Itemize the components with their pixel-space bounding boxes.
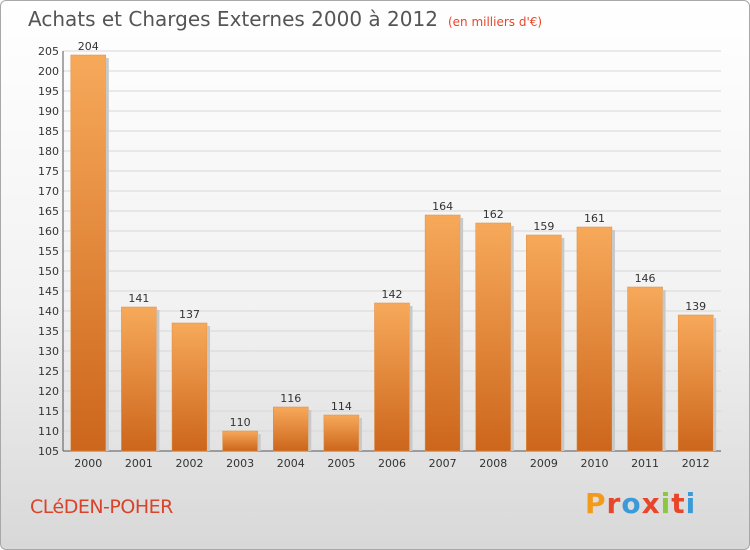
x-tick-label: 2010 [580,457,608,470]
y-tick-label: 150 [38,265,59,278]
data-label: 161 [584,212,605,225]
data-labels: 204 141 137 110 116 114 142 164 162 159 161 146 139 [78,40,706,429]
x-tick-label: 2008 [479,457,507,470]
logo-letter: o [621,487,642,520]
bar [171,322,208,452]
y-tick-label: 125 [38,365,59,378]
proxiti-logo: Proxiti [585,487,696,520]
bar-shadow [409,306,413,451]
bar [475,222,511,452]
y-tick-label: 110 [38,425,59,438]
bar [222,430,258,452]
logo-letter: i [660,487,672,520]
y-tick-label: 175 [38,165,59,178]
logo-letter: t [671,487,686,520]
data-label: 116 [280,392,301,405]
data-label: 137 [179,308,200,321]
y-tick-label: 130 [38,345,59,358]
chart-title: Achats et Charges Externes 2000 à 2012 (e… [28,7,542,31]
y-tick-label: 170 [38,185,59,198]
y-tick-label: 120 [38,385,59,398]
bar-shadow [207,326,211,451]
bar [121,306,157,452]
data-label: 141 [128,292,149,305]
y-tick-label: 195 [38,85,59,98]
y-tick-label: 145 [38,285,59,298]
logo-letter: P [585,487,607,520]
bar-shadow [561,238,565,451]
y-tick-label: 200 [38,65,59,78]
data-label: 139 [685,300,706,313]
bar [576,226,613,452]
y-tick-label: 155 [38,245,59,258]
data-label: 162 [483,208,504,221]
y-tick-label: 140 [38,305,59,318]
y-tick-label: 205 [38,45,59,58]
bar [424,214,461,452]
x-tick-label: 2006 [378,457,406,470]
title-text: Achats et Charges Externes 2000 à 2012 [28,7,438,31]
data-label: 164 [432,200,453,213]
bar-shadow [358,418,362,451]
data-label: 159 [533,220,554,233]
data-label: 204 [78,40,99,53]
data-label: 146 [635,272,656,285]
logo-letter: i [685,487,697,520]
y-tick-label: 165 [38,205,59,218]
y-tick-label: 180 [38,145,59,158]
y-tick-label: 190 [38,105,59,118]
bar-shadow [611,230,615,451]
logo-letter: r [606,487,622,520]
title-unit: (en milliers d'€) [447,15,543,29]
x-tick-label: 2012 [682,457,710,470]
data-label: 142 [382,288,403,301]
bar-shadow [662,290,666,451]
bar-shadow [156,310,160,451]
x-tick-label: 2007 [429,457,457,470]
x-tick-label: 2011 [631,457,659,470]
bar [526,234,562,452]
x-tick-label: 2004 [277,457,305,470]
x-tick-label: 2009 [530,457,558,470]
bar-shadow [308,410,312,451]
y-tick-label: 160 [38,225,59,238]
bar [273,406,309,452]
bar-shadow [510,226,514,451]
bar-shadow [257,434,261,451]
bar [70,54,107,452]
bars [70,54,717,452]
commune-name: CLéDEN-POHER [30,496,173,518]
data-label: 114 [331,400,352,413]
x-tick-label: 2003 [226,457,254,470]
bar [323,414,360,452]
y-tick-label: 185 [38,125,59,138]
bar [627,286,663,452]
bar-shadow [460,218,464,451]
y-tick-label: 115 [38,405,59,418]
logo-letter: x [641,487,661,520]
x-tick-label: 2005 [327,457,355,470]
bar-shadow [713,318,717,451]
y-tick-label: 105 [38,445,59,458]
x-tick-label: 2000 [74,457,102,470]
data-label: 110 [230,416,251,429]
y-tick-label: 135 [38,325,59,338]
bar [374,302,410,452]
bar [677,314,714,452]
bar-shadow [105,58,109,451]
x-tick-label: 2002 [176,457,204,470]
x-tick-label: 2001 [125,457,153,470]
